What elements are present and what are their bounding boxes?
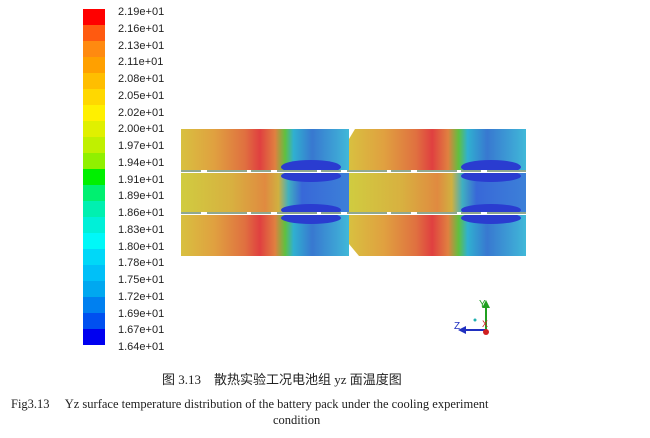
color-legend-bar xyxy=(83,9,105,345)
legend-color-band xyxy=(83,297,105,313)
legend-tick-label: 2.16e+01 xyxy=(118,22,165,35)
caption-english-line1: Fig3.13 Yz surface temperature distribut… xyxy=(11,397,489,411)
legend-color-band xyxy=(83,233,105,249)
legend-color-band xyxy=(83,121,105,137)
legend-color-band xyxy=(83,73,105,89)
axis-x-label: X xyxy=(482,319,488,329)
axis-z-label: Z xyxy=(454,321,460,332)
legend-tick-label: 1.86e+01 xyxy=(118,207,165,219)
legend-tick-label: 1.80e+01 xyxy=(118,240,165,253)
legend-tick-label: 2.00e+01 xyxy=(118,123,165,136)
contour-right-block xyxy=(349,129,526,256)
axis-triad-icon: Y Z X xyxy=(454,299,490,335)
legend-color-band xyxy=(83,201,105,217)
legend-tick-label: 1.89e+01 xyxy=(118,190,165,203)
legend-tick-label: 1.97e+01 xyxy=(118,140,165,152)
caption-chinese: 图 3.13 散热实验工况电池组 yz 面温度图 xyxy=(162,372,402,387)
legend-tick-label: 1.67e+01 xyxy=(118,324,165,337)
legend-color-band xyxy=(83,9,105,25)
legend-tick-label: 2.05e+01 xyxy=(118,89,165,102)
legend-color-band xyxy=(83,41,105,57)
legend-color-band xyxy=(83,217,105,233)
legend-tick-label: 1.72e+01 xyxy=(118,290,165,303)
legend-color-band xyxy=(83,25,105,41)
temperature-contour-plot xyxy=(181,129,526,256)
legend-color-band xyxy=(83,105,105,121)
legend-color-band xyxy=(83,313,105,329)
color-legend-labels: 2.19e+01 2.16e+01 2.13e+01 2.11e+01 2.08e+01… xyxy=(118,4,164,356)
legend-color-band xyxy=(83,57,105,73)
legend-color-band xyxy=(83,89,105,105)
legend-tick-label: 2.02e+01 xyxy=(118,106,165,119)
legend-tick-label: 1.91e+01 xyxy=(118,173,165,186)
caption-english-line2: condition xyxy=(273,413,321,427)
legend-tick-label: 1.64e+01 xyxy=(118,341,165,353)
contour-left-block xyxy=(181,129,349,256)
legend-color-band xyxy=(83,137,105,153)
legend-tick-label: 1.78e+01 xyxy=(118,257,165,270)
legend-tick-label: 2.08e+01 xyxy=(118,73,165,85)
legend-color-band xyxy=(83,265,105,281)
legend-color-band xyxy=(83,249,105,265)
legend-color-band xyxy=(83,153,105,169)
legend-tick-label: 2.13e+01 xyxy=(118,39,165,52)
axis-y-label: Y xyxy=(479,299,486,310)
legend-tick-label: 2.11e+01 xyxy=(118,56,164,69)
legend-color-band xyxy=(83,329,105,345)
legend-color-band xyxy=(83,169,105,185)
legend-tick-label: 2.19e+01 xyxy=(118,6,165,18)
legend-tick-label: 1.69e+01 xyxy=(118,307,165,320)
legend-tick-label: 1.94e+01 xyxy=(118,156,165,169)
legend-tick-label: 1.83e+01 xyxy=(118,223,165,236)
legend-color-band xyxy=(83,185,105,201)
legend-tick-label: 1.75e+01 xyxy=(118,274,165,286)
legend-color-band xyxy=(83,281,105,297)
